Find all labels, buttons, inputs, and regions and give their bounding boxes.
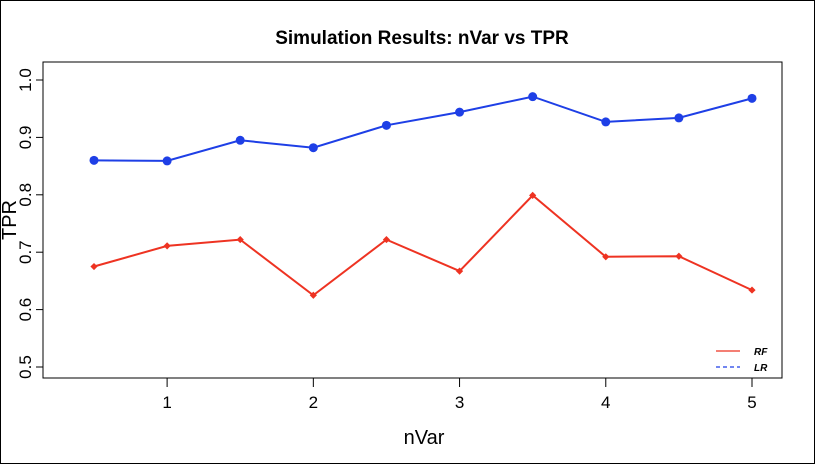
data-point-rf bbox=[309, 291, 317, 299]
x-tick-label: 2 bbox=[309, 393, 318, 412]
data-point-lr bbox=[235, 135, 245, 145]
data-point-rf bbox=[529, 191, 537, 199]
data-point-lr bbox=[601, 117, 611, 127]
y-tick-label: 1.0 bbox=[16, 68, 35, 92]
x-tick-label: 5 bbox=[747, 393, 756, 412]
data-point-rf bbox=[90, 262, 98, 271]
y-tick-label: 0.9 bbox=[16, 126, 35, 150]
y-tick-label: 0.7 bbox=[16, 240, 35, 264]
data-point-rf bbox=[455, 267, 464, 275]
legend-label-lr: LR bbox=[754, 363, 768, 374]
chart-title: Simulation Results: nVar vs TPR bbox=[275, 28, 569, 49]
data-point-rf bbox=[675, 252, 683, 260]
data-point-lr bbox=[381, 120, 391, 130]
series-rf bbox=[90, 191, 756, 299]
series-lr bbox=[89, 92, 757, 166]
x-tick-label: 1 bbox=[162, 393, 171, 412]
data-point-lr bbox=[308, 143, 318, 153]
data-point-lr bbox=[89, 155, 99, 165]
x-axis-label: nVar bbox=[404, 427, 445, 449]
x-tick-label: 3 bbox=[455, 393, 464, 412]
data-point-rf bbox=[163, 242, 171, 250]
data-point-lr bbox=[747, 93, 757, 103]
data-point-rf bbox=[748, 286, 756, 294]
y-axis-label: TPR bbox=[0, 200, 21, 240]
data-point-lr bbox=[455, 107, 465, 117]
data-point-rf bbox=[602, 253, 610, 261]
plot-box bbox=[42, 61, 783, 379]
data-point-rf bbox=[236, 235, 244, 244]
y-tick-label: 0.8 bbox=[16, 183, 35, 207]
y-axis: 0.5 0.6 0.7 0.8 0.9 1.0 bbox=[16, 68, 44, 379]
legend-box bbox=[707, 340, 779, 376]
data-point-lr bbox=[528, 92, 538, 102]
legend-label-rf: RF bbox=[754, 347, 768, 358]
data-point-rf bbox=[382, 235, 391, 244]
data-point-lr bbox=[162, 156, 172, 166]
series-layer bbox=[89, 92, 757, 299]
x-tick-label: 4 bbox=[601, 393, 610, 412]
y-tick-label: 0.5 bbox=[16, 355, 35, 379]
data-point-lr bbox=[674, 113, 684, 123]
legend: RF LR bbox=[707, 340, 779, 376]
y-tick-label: 0.6 bbox=[16, 298, 35, 322]
series-line-rf bbox=[93, 194, 753, 297]
x-axis: 1 2 3 4 5 bbox=[162, 377, 757, 412]
series-line-lr bbox=[93, 95, 753, 162]
